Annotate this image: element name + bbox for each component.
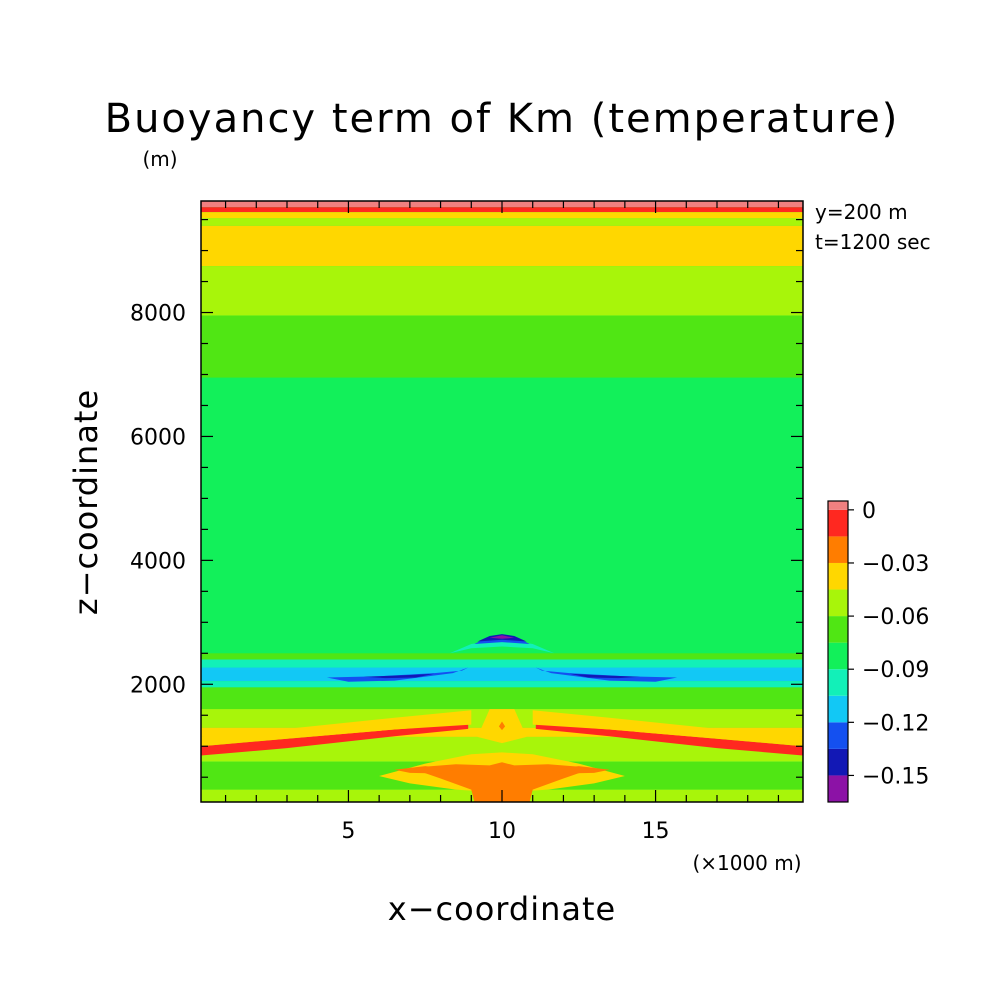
- contour-band-6: [201, 315, 803, 378]
- colorbar-label: 0: [862, 499, 876, 524]
- plot-area: [201, 201, 803, 802]
- contour-feature-1: [535, 723, 803, 756]
- y-axis-label: z−coordinate: [67, 389, 105, 615]
- contour-feature-8: [548, 766, 610, 774]
- contour-band-5: [201, 266, 803, 316]
- colorbar-swatch: [828, 589, 848, 617]
- contour-feature-7: [394, 766, 456, 774]
- colorbar-label: −0.12: [862, 711, 929, 736]
- x-tick-label: 5: [341, 819, 355, 844]
- contour-band-2: [201, 212, 803, 219]
- contour-feature-13: [569, 673, 641, 679]
- colorbar-swatch: [828, 775, 848, 802]
- contour-feature-3: [532, 710, 803, 747]
- annotation-y: y=200 m: [815, 200, 908, 224]
- y-tick-label: 2000: [130, 673, 186, 698]
- x-axis-label: x−coordinate: [388, 890, 616, 928]
- colorbar-swatch: [828, 748, 848, 776]
- contour-feature-6: [409, 762, 595, 802]
- contour-band-7: [201, 653, 803, 660]
- colorbar-swatch: [828, 695, 848, 723]
- contour-band-8: [201, 659, 803, 668]
- x-tick-label: 10: [488, 819, 516, 844]
- axis-ticks: 5 10 15 2000 4000 6000 8000: [130, 201, 803, 844]
- colorbar-swatch: [828, 562, 848, 590]
- contour-feature-14: [449, 639, 555, 654]
- colorbar-swatch: [828, 669, 848, 696]
- colorbar-swatch: [828, 722, 848, 749]
- contour-band-11: [201, 687, 803, 710]
- contour-feature-10: [326, 667, 469, 682]
- contour-band-9: [201, 667, 803, 682]
- annotation-t: t=1200 sec: [815, 230, 931, 254]
- y-tick-label: 6000: [130, 425, 186, 450]
- colorbar-label: −0.09: [862, 658, 929, 683]
- contour-feature-17: [489, 635, 515, 639]
- x-tick-label: 15: [642, 819, 670, 844]
- colorbar-swatch: [828, 509, 848, 537]
- colorbar-swatch: [828, 536, 848, 563]
- y-tick-label: 4000: [130, 549, 186, 574]
- colorbar-label: −0.15: [862, 764, 929, 789]
- colorbar-frame: [827, 500, 849, 803]
- y-axis-unit: (m): [142, 147, 177, 171]
- chart-title: Buoyancy term of Km (temperature): [105, 96, 900, 142]
- contour-band-10: [201, 681, 803, 688]
- colorbar-swatch: [828, 616, 848, 643]
- contour-band-4: [201, 225, 803, 267]
- contour-feature-11: [535, 667, 678, 682]
- contour-feature-12: [363, 673, 435, 679]
- colorbar-swatch: [828, 642, 848, 670]
- contour-feature-0: [201, 723, 469, 756]
- contour-feature-2: [201, 710, 472, 747]
- colorbar: 0 −0.03 −0.06 −0.09 −0.12 −0.15: [827, 499, 929, 803]
- y-tick-label: 8000: [130, 302, 186, 327]
- x-axis-unit: (×1000 m): [692, 851, 801, 875]
- contour-feature-9: [498, 721, 506, 731]
- colorbar-swatch: [828, 501, 848, 510]
- colorbar-label: −0.06: [862, 605, 929, 630]
- colorbar-label: −0.03: [862, 552, 929, 577]
- contour-band-3: [201, 218, 803, 226]
